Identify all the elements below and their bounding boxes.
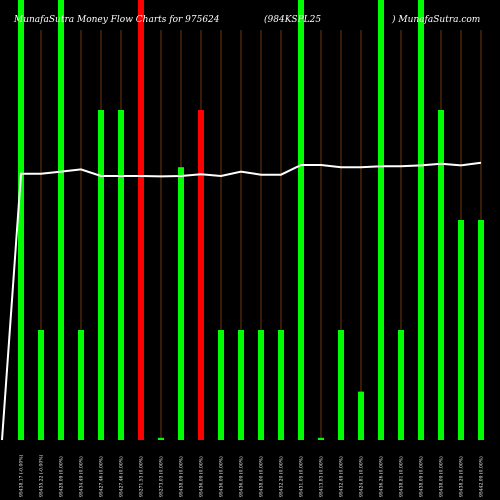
x-tick-label: 95427.46 (0.00%) (118, 456, 125, 497)
x-tick-label: 95436.09 (0.00%) (198, 456, 205, 497)
bar (398, 330, 404, 440)
bar (58, 0, 64, 440)
title-left: MunafaSutra Money Flow Charts for 975624 (13, 15, 220, 25)
money-flow-line (1, 161, 482, 441)
x-tick-label: 95432.49 (0.00%) (338, 456, 345, 497)
bar (118, 110, 124, 440)
bar (218, 330, 224, 440)
x-tick-label: 95438.09 (0.00%) (178, 456, 185, 497)
x-tick-label: 95413.83 (0.00%) (318, 456, 325, 497)
x-tick-label: 95435.22 (-0.00%) (38, 455, 45, 497)
x-tick-label: 95434.49 (0.00%) (78, 456, 85, 497)
bar (198, 110, 204, 440)
x-tick-label: 95438.17 (-0.00%) (18, 455, 25, 497)
x-tick-label: 95271.53 (0.00%) (138, 456, 145, 497)
title-middle: (984KSPL25 (264, 14, 321, 25)
bar (358, 391, 364, 440)
bar (458, 220, 464, 440)
bar (78, 330, 84, 440)
bar (38, 330, 44, 440)
bar (98, 110, 104, 440)
x-tick-label: 95438.09 (0.00%) (418, 456, 425, 497)
bar (258, 330, 264, 440)
bar (178, 167, 184, 440)
x-tick-label: 95438.81 (0.00%) (398, 456, 405, 497)
bar (478, 220, 484, 440)
bar (318, 437, 324, 440)
x-tick-label: 95428.09 (0.00%) (58, 456, 65, 497)
bar (278, 330, 284, 440)
bar (298, 0, 304, 440)
bar (378, 0, 384, 440)
x-tick-label: 95424.81 (0.00%) (358, 456, 365, 497)
x-tick-label: 95438.09 (0.00%) (438, 456, 445, 497)
bar (18, 0, 24, 440)
bars (18, 0, 484, 440)
x-tick-label: 95442.09 (0.00%) (478, 456, 485, 497)
x-tick-label: 95436.26 (0.00%) (378, 456, 385, 497)
bar (138, 0, 144, 440)
chart-title: MunafaSutra Money Flow Charts for 975624… (13, 14, 480, 25)
x-tick-label: 95438.20 (0.00%) (458, 456, 465, 497)
x-tick-labels: 95438.17 (-0.00%) 95435.22 (-0.00%) 95428.… (18, 455, 485, 497)
title-right: ) MunafaSutra.com (391, 14, 480, 25)
bar (158, 437, 164, 440)
x-tick-label: 95431.05 (0.00%) (298, 456, 305, 497)
bar (238, 330, 244, 440)
bar (438, 110, 444, 440)
bar (418, 0, 424, 440)
x-tick-label: 95273.03 (0.00%) (158, 456, 165, 497)
x-tick-label: 95438.00 (0.00%) (258, 456, 265, 497)
x-tick-label: 95436.09 (0.00%) (218, 456, 225, 497)
x-tick-label: 95432.20 (0.00%) (278, 456, 285, 497)
bar (338, 330, 344, 440)
x-tick-label: 95427.46 (0.00%) (98, 456, 105, 497)
flow-line (1, 161, 482, 441)
x-tick-label: 95436.09 (0.00%) (238, 456, 245, 497)
